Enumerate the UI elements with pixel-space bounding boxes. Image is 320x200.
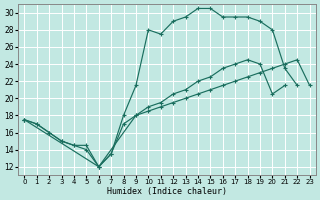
X-axis label: Humidex (Indice chaleur): Humidex (Indice chaleur): [107, 187, 227, 196]
